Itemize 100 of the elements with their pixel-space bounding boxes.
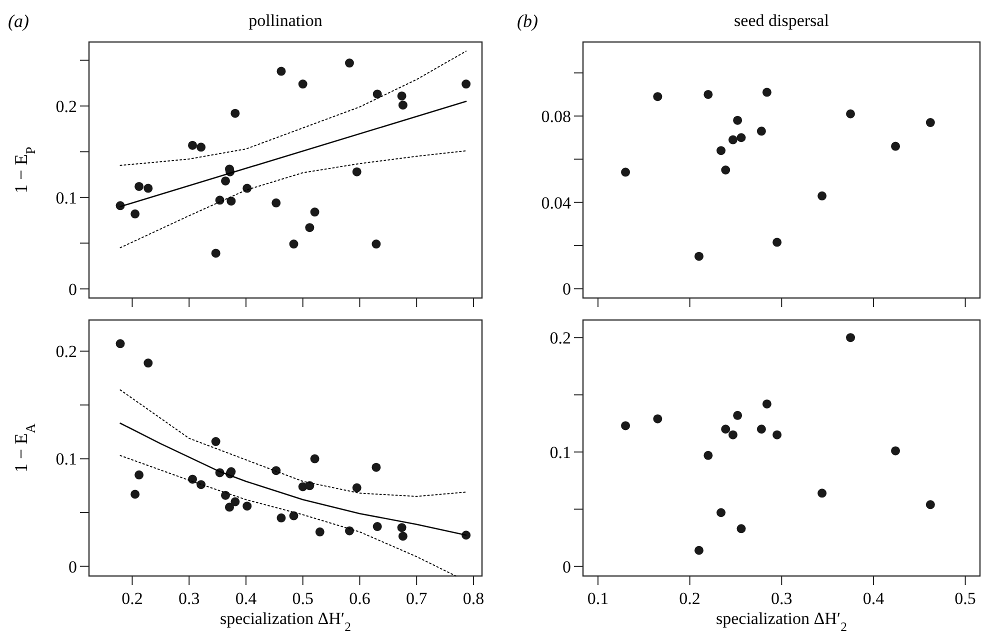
x-axis-title: specialization ΔH′$_{2}$: [716, 609, 848, 634]
point: [818, 191, 827, 200]
point: [756, 424, 766, 434]
x-tick-label: 0.7: [406, 589, 428, 608]
point: [621, 421, 630, 430]
x-tick-label: 0.3: [771, 589, 792, 608]
point: [372, 90, 382, 99]
y-tick-label: 0.2: [550, 328, 571, 348]
point: [276, 66, 286, 76]
x-tick-label: 0.5: [292, 589, 314, 608]
y-tick-label: 0.2: [56, 96, 77, 116]
point: [226, 196, 236, 206]
point: [733, 410, 742, 420]
x-tick-label: 0.4: [862, 589, 885, 608]
point: [372, 462, 381, 472]
point: [224, 502, 234, 512]
point: [305, 223, 314, 232]
point: [762, 88, 772, 97]
point: [891, 142, 900, 151]
line-series: [120, 455, 456, 576]
point: [721, 166, 730, 174]
point: [344, 58, 354, 68]
point: [298, 80, 308, 89]
point: [134, 470, 144, 480]
point: [653, 414, 662, 424]
point: [846, 333, 856, 342]
point: [221, 490, 230, 500]
point: [352, 167, 362, 176]
point: [188, 140, 198, 150]
point: [188, 474, 198, 484]
point: [305, 481, 314, 490]
y-tick-label: 0.08: [541, 106, 571, 126]
y-tick-label: 0.1: [56, 188, 77, 208]
point: [242, 502, 252, 511]
point: [462, 80, 471, 89]
point: [756, 126, 766, 136]
point: [272, 466, 281, 476]
x-tick-label: 0.2: [122, 589, 143, 608]
point: [762, 399, 772, 408]
point: [397, 91, 406, 100]
y-tick-label: 0: [68, 557, 77, 576]
point: [694, 252, 704, 261]
point: [352, 483, 362, 492]
point: [315, 527, 324, 536]
x-axis-title: specialization ΔH′$_{2}$: [220, 609, 352, 634]
point: [398, 100, 408, 110]
point: [772, 430, 782, 440]
point: [398, 532, 408, 541]
y-tick-label: 0.04: [541, 193, 572, 212]
point: [728, 135, 738, 144]
line-series: [120, 389, 467, 497]
point: [310, 208, 320, 217]
point: [621, 168, 630, 177]
x-tick-label: 0.2: [679, 589, 700, 608]
point: [926, 500, 935, 510]
point: [215, 196, 224, 205]
point: [130, 209, 140, 218]
point: [716, 146, 726, 156]
point: [134, 182, 144, 191]
point: [653, 92, 662, 102]
x-tick-label: 0.5: [954, 589, 976, 608]
x-tick-label: 0.1: [587, 589, 609, 608]
point: [716, 508, 726, 518]
point: [704, 450, 713, 460]
point: [846, 109, 856, 118]
point: [144, 184, 153, 193]
point: [242, 184, 252, 193]
point: [221, 176, 230, 186]
point: [694, 546, 704, 555]
point: [230, 108, 240, 118]
line-series: [120, 150, 467, 248]
point: [276, 513, 286, 522]
point: [272, 198, 281, 208]
point: [310, 454, 320, 464]
x-tick-label: 0.3: [178, 589, 200, 608]
y-tick-label: 0.2: [56, 342, 77, 362]
point: [196, 142, 206, 152]
point: [344, 526, 354, 536]
chart-title: seed dispersal: [734, 11, 830, 30]
point: [772, 238, 782, 247]
y-tick-label: 0: [562, 557, 571, 576]
y-tick-label: 0.1: [56, 450, 77, 469]
point: [130, 490, 140, 499]
point: [211, 248, 220, 258]
point: [704, 90, 713, 99]
x-tick-label: 0.6: [349, 589, 370, 608]
y-tick-label: 0: [68, 280, 77, 299]
point: [891, 446, 900, 456]
text: (b): [517, 11, 538, 31]
point: [397, 523, 406, 532]
point: [116, 339, 125, 348]
x-tick-label: 0.8: [462, 589, 484, 608]
point: [728, 430, 738, 440]
point: [289, 240, 298, 249]
point: [196, 480, 206, 490]
text: (a): [8, 11, 29, 31]
point: [926, 118, 935, 128]
point: [721, 424, 730, 434]
point: [144, 358, 153, 368]
x-tick-label: 0.4: [235, 589, 258, 608]
